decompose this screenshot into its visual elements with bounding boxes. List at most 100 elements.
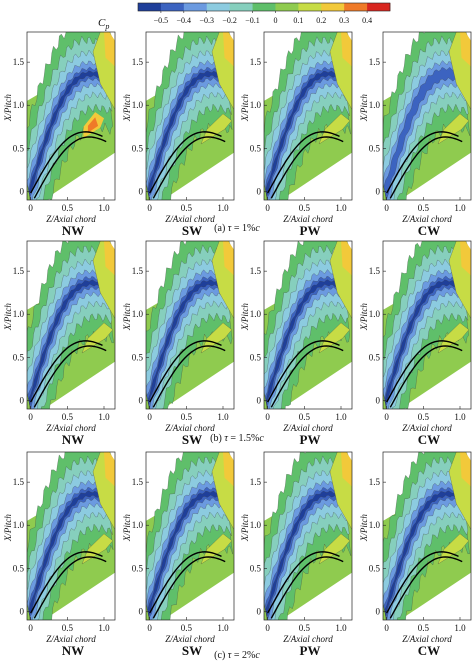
x-tick-label: 0.5 xyxy=(299,623,311,633)
panel-frame xyxy=(145,31,235,201)
panel-name: CW xyxy=(418,432,440,447)
contour-fill xyxy=(87,117,99,133)
x-tick-label: 0.5 xyxy=(62,623,74,633)
blade-pressure-side xyxy=(33,345,107,408)
y-tick-label: 1.0 xyxy=(250,309,262,319)
y-tick-label: 1.5 xyxy=(13,266,25,276)
y-tick-label: 0 xyxy=(376,606,381,616)
blade-pressure-side xyxy=(389,136,463,199)
panel-name: CW xyxy=(418,643,440,658)
blade-suction-side xyxy=(267,551,340,614)
blade-suction-side xyxy=(30,551,103,614)
x-tick-label: 0.5 xyxy=(418,412,430,422)
row-caption-c: c xyxy=(255,650,260,661)
x-tick-label: 1.0 xyxy=(335,412,347,422)
contour-fill xyxy=(223,32,234,67)
panel-name: CW xyxy=(418,223,440,238)
y-tick-label: 0 xyxy=(20,606,25,616)
panel-frame xyxy=(26,31,116,201)
panel-frame xyxy=(382,240,472,410)
panel-name: SW xyxy=(182,643,202,658)
x-axis-label: Z/Axial chord xyxy=(283,214,333,224)
colorbar-cell xyxy=(298,3,322,11)
x-tick-label: 0 xyxy=(265,412,270,422)
x-axis-label: Z/Axial chord xyxy=(46,214,96,224)
contour-fill xyxy=(341,241,352,276)
y-tick-label: 0 xyxy=(139,186,144,196)
row-caption-caption-value: = 1% xyxy=(231,223,255,234)
x-tick-label: 0 xyxy=(265,203,270,213)
blade-suction-side xyxy=(149,551,222,614)
colorbar-tick-label: 0.2 xyxy=(316,16,326,25)
y-tick-label: 0 xyxy=(257,395,262,405)
x-tick-label: 1.0 xyxy=(454,203,466,213)
x-tick-label: 0 xyxy=(265,623,270,633)
y-tick-label: 0.5 xyxy=(250,563,262,573)
y-tick-label: 0 xyxy=(20,395,25,405)
y-tick-label: 0 xyxy=(139,395,144,405)
row-caption: (c) τ = 2%c xyxy=(214,650,260,661)
y-tick-label: 1.0 xyxy=(250,520,262,530)
y-axis-label: X/Pitch xyxy=(359,303,369,331)
y-tick-label: 1.0 xyxy=(13,100,25,110)
row-caption-tau: τ xyxy=(228,223,232,234)
x-tick-label: 0.5 xyxy=(181,203,193,213)
row-caption-c: c xyxy=(255,223,260,234)
colorbar-tick-label: 0.1 xyxy=(293,16,303,25)
row-caption-tau: τ xyxy=(228,650,232,661)
colorbar-cell xyxy=(344,3,368,11)
colorbar-label-subscript: p xyxy=(104,22,109,31)
x-axis-label: Z/Axial chord xyxy=(165,423,215,433)
y-tick-label: 1.5 xyxy=(132,266,144,276)
blade-pressure-side xyxy=(270,136,344,199)
colorbar-tick-label: 0.3 xyxy=(339,16,349,25)
row-caption-caption-prefix: (b) xyxy=(210,433,224,444)
colorbar-cell xyxy=(321,3,345,11)
y-tick-label: 0.5 xyxy=(369,352,381,362)
y-tick-label: 0.5 xyxy=(369,143,381,153)
y-tick-label: 1.0 xyxy=(13,520,25,530)
row-caption-c: c xyxy=(259,433,264,444)
x-tick-label: 0 xyxy=(384,623,389,633)
row-caption-caption-value: = 1.5% xyxy=(228,433,259,444)
x-tick-label: 1.0 xyxy=(335,203,347,213)
y-axis-label: X/Pitch xyxy=(122,303,132,331)
x-axis-label: Z/Axial chord xyxy=(46,423,96,433)
row-caption-caption-value: = 2% xyxy=(231,650,255,661)
panel-name: SW xyxy=(182,223,202,238)
panel-frame xyxy=(382,31,472,201)
colorbar-tick-label: −0.2 xyxy=(222,16,237,25)
y-tick-label: 1.5 xyxy=(369,477,381,487)
contour-fill xyxy=(104,241,115,276)
y-tick-label: 1.5 xyxy=(369,57,381,67)
panel-frame xyxy=(263,31,353,201)
x-tick-label: 0.5 xyxy=(299,203,311,213)
row-caption-caption-prefix: (a) xyxy=(214,223,228,234)
x-tick-label: 0 xyxy=(384,412,389,422)
y-tick-label: 0 xyxy=(139,606,144,616)
x-tick-label: 0.5 xyxy=(62,203,74,213)
contour-fill xyxy=(104,452,115,487)
panel-name: PW xyxy=(300,223,321,238)
colorbar-cell xyxy=(206,3,230,11)
x-tick-label: 1.0 xyxy=(217,412,229,422)
x-tick-label: 1.0 xyxy=(454,623,466,633)
colorbar-frame xyxy=(137,2,391,12)
x-axis-label: Z/Axial chord xyxy=(283,423,333,433)
x-tick-label: 1.0 xyxy=(98,412,110,422)
y-axis-label: X/Pitch xyxy=(359,514,369,542)
x-tick-label: 0 xyxy=(384,203,389,213)
y-tick-label: 1.5 xyxy=(132,477,144,487)
y-axis-label: X/Pitch xyxy=(240,514,250,542)
row-caption-caption-prefix: (c) xyxy=(214,650,228,661)
x-axis-label: Z/Axial chord xyxy=(402,634,452,644)
x-axis-label: Z/Axial chord xyxy=(402,423,452,433)
panel-frame xyxy=(145,451,235,621)
